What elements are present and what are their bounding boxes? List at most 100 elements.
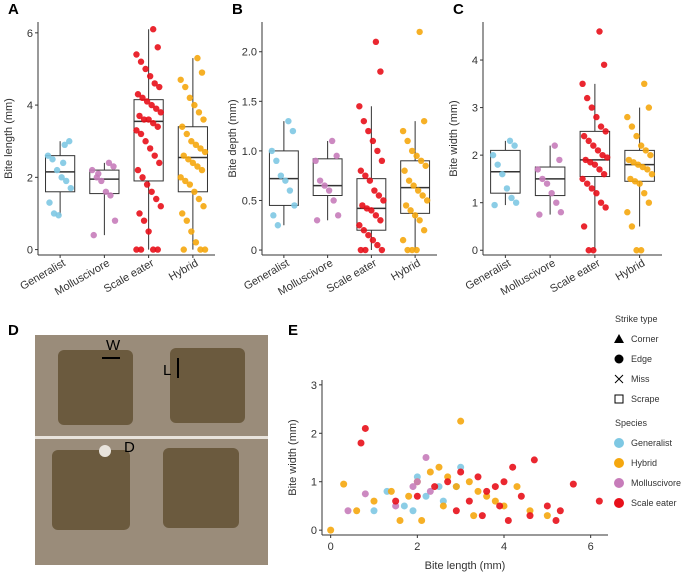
point xyxy=(148,188,155,195)
point xyxy=(378,157,386,165)
point xyxy=(483,492,491,500)
point xyxy=(420,117,428,125)
point xyxy=(595,497,603,505)
point xyxy=(426,468,434,476)
point xyxy=(154,123,161,130)
x-tick-label: Scale eater xyxy=(548,257,602,295)
point xyxy=(107,192,114,199)
point xyxy=(186,181,194,188)
point xyxy=(44,152,52,159)
point xyxy=(285,117,292,125)
point xyxy=(597,199,605,206)
point xyxy=(325,187,333,194)
point xyxy=(413,492,421,500)
point xyxy=(508,194,515,202)
point xyxy=(361,424,369,432)
point xyxy=(583,180,591,187)
point xyxy=(137,130,145,138)
point xyxy=(457,468,465,476)
point xyxy=(58,174,65,181)
point xyxy=(539,175,546,183)
point xyxy=(499,170,506,178)
point xyxy=(596,28,603,35)
point xyxy=(580,132,588,140)
point xyxy=(593,189,600,197)
point xyxy=(647,151,654,159)
point xyxy=(89,166,96,174)
point xyxy=(372,38,380,46)
point xyxy=(154,246,161,253)
point xyxy=(435,463,443,471)
point xyxy=(419,192,426,199)
point xyxy=(137,246,145,253)
point xyxy=(474,487,482,495)
point xyxy=(478,512,486,520)
point xyxy=(201,148,209,156)
point xyxy=(503,185,511,192)
point xyxy=(143,181,151,188)
point xyxy=(422,454,430,461)
point xyxy=(583,94,591,102)
point xyxy=(183,130,190,138)
point xyxy=(470,512,478,520)
legend-label: Molluscivore xyxy=(631,478,681,488)
point xyxy=(316,177,324,184)
point xyxy=(63,177,70,185)
legend-symbol xyxy=(614,458,624,468)
y-tick-label: 0 xyxy=(472,245,478,257)
point xyxy=(186,94,194,102)
y-tick-label: 0 xyxy=(311,525,317,537)
point xyxy=(192,141,200,149)
point xyxy=(404,246,411,254)
point xyxy=(405,177,413,184)
point xyxy=(491,201,498,209)
legend-title: Strike type xyxy=(615,314,658,324)
point xyxy=(148,101,155,109)
point xyxy=(110,163,117,170)
point xyxy=(534,166,542,173)
point xyxy=(53,166,61,174)
point xyxy=(277,172,285,179)
point xyxy=(511,142,518,149)
point xyxy=(66,138,73,145)
point xyxy=(140,116,148,123)
point xyxy=(368,207,375,214)
panel-label: D xyxy=(8,322,19,339)
y-tick-label: 1 xyxy=(472,198,478,210)
point xyxy=(543,180,551,187)
point xyxy=(183,217,190,224)
legend-symbol xyxy=(614,438,624,448)
point xyxy=(416,28,423,36)
point xyxy=(553,199,560,206)
legend-title: Species xyxy=(615,418,648,428)
point xyxy=(194,163,201,170)
y-tick-label: 3 xyxy=(472,103,478,115)
point xyxy=(282,177,289,184)
point xyxy=(593,113,600,121)
point xyxy=(552,516,560,524)
photo-label: D xyxy=(124,439,135,456)
point xyxy=(102,188,110,195)
point xyxy=(143,98,151,105)
point xyxy=(536,211,543,218)
point xyxy=(474,473,482,481)
point xyxy=(198,69,206,76)
legend-symbol xyxy=(614,498,624,508)
point xyxy=(636,180,643,187)
point xyxy=(590,247,597,254)
x-tick-label: 2 xyxy=(414,541,420,553)
point xyxy=(530,456,538,464)
point xyxy=(197,246,204,253)
point xyxy=(645,199,653,206)
point xyxy=(645,104,653,111)
point xyxy=(55,212,62,219)
point xyxy=(146,145,154,152)
point xyxy=(357,246,365,254)
point xyxy=(313,217,321,224)
point xyxy=(371,187,378,194)
point xyxy=(422,162,429,169)
point xyxy=(61,141,68,149)
x-axis-title: Bite length (mm) xyxy=(425,560,506,572)
point xyxy=(588,185,595,192)
